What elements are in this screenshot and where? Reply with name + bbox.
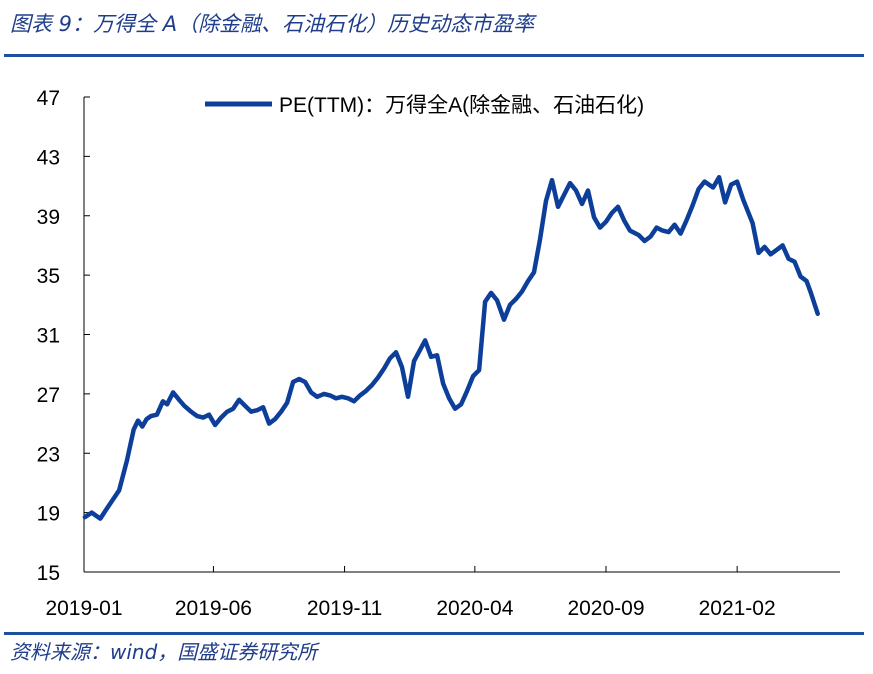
chart-legend: PE(TTM)：万得全A(除金融、石油石化) bbox=[205, 94, 644, 117]
x-axis-ticks: 2019-01 2019-06 2019-11 2020-04 2020-09 2021-… bbox=[45, 566, 776, 620]
bottom-rule bbox=[4, 632, 864, 635]
y-tick-label: 19 bbox=[37, 503, 60, 526]
y-tick-label: 15 bbox=[37, 562, 60, 585]
y-tick-label: 43 bbox=[37, 146, 60, 169]
x-tick-label: 2019-06 bbox=[175, 597, 252, 620]
y-axis-ticks: 15 19 23 27 31 35 39 43 47 bbox=[37, 87, 90, 585]
legend-label: PE(TTM)：万得全A(除金融、石油石化) bbox=[279, 94, 644, 117]
y-tick-label: 31 bbox=[37, 325, 60, 348]
chart-axes bbox=[83, 97, 840, 573]
x-tick-label: 2019-11 bbox=[307, 597, 383, 620]
figure-title: 图表 9：万得全 A（除金融、石油石化）历史动态市盈率 bbox=[10, 12, 535, 36]
source-note: 资料来源：wind，国盛证券研究所 bbox=[10, 640, 318, 664]
series-group bbox=[82, 174, 820, 521]
x-tick-label: 2020-09 bbox=[567, 597, 644, 620]
x-tick-label: 2021-02 bbox=[699, 597, 776, 620]
y-tick-label: 27 bbox=[37, 384, 60, 407]
x-tick-label: 2019-01 bbox=[45, 597, 122, 620]
y-tick-label: 39 bbox=[37, 206, 60, 229]
x-tick-label: 2020-04 bbox=[436, 597, 513, 620]
y-tick-label: 35 bbox=[37, 265, 60, 288]
y-tick-label: 23 bbox=[37, 443, 60, 466]
y-tick-label: 47 bbox=[37, 87, 60, 110]
top-rule bbox=[4, 54, 864, 57]
series-line-0 bbox=[82, 174, 820, 521]
